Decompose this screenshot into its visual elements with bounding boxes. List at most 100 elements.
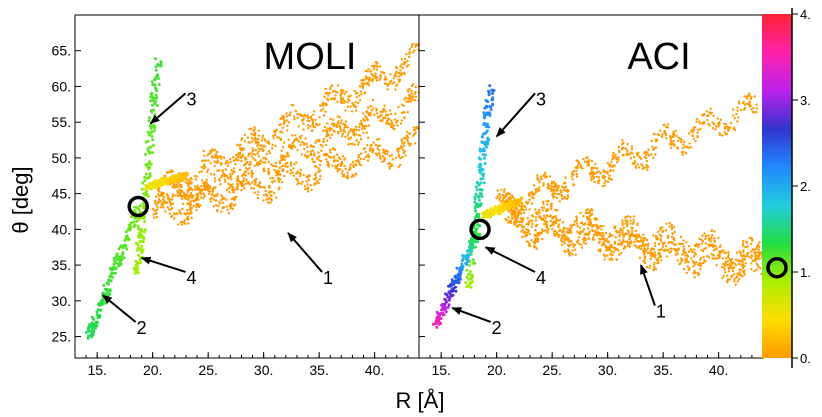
data-point <box>236 185 239 188</box>
data-point <box>364 150 367 154</box>
data-point <box>525 231 528 234</box>
data-point <box>231 172 234 175</box>
data-point <box>237 159 240 162</box>
data-point <box>534 228 537 232</box>
data-point <box>564 235 567 238</box>
data-point <box>643 247 646 251</box>
data-point <box>172 179 176 183</box>
data-point <box>141 181 145 185</box>
data-point <box>159 200 163 203</box>
data-point <box>130 221 133 225</box>
data-point <box>127 238 131 241</box>
data-point <box>295 161 298 164</box>
data-point <box>306 124 310 127</box>
data-point <box>165 171 169 174</box>
data-point <box>260 147 264 150</box>
data-point <box>636 235 640 238</box>
data-point <box>754 247 757 251</box>
data-point <box>224 162 227 165</box>
data-point <box>653 244 657 248</box>
data-point <box>153 113 157 117</box>
data-point <box>347 143 350 146</box>
data-point <box>176 190 179 193</box>
data-point <box>314 141 317 144</box>
data-point <box>393 81 396 84</box>
data-point <box>216 209 219 213</box>
data-point <box>471 245 475 249</box>
data-point <box>759 267 762 270</box>
data-point <box>212 186 215 190</box>
data-point <box>510 214 514 217</box>
data-point <box>469 277 473 281</box>
data-point <box>295 137 298 140</box>
data-point <box>326 127 329 130</box>
data-point <box>176 194 179 197</box>
data-point <box>331 164 334 167</box>
annotation-arrow <box>140 256 186 273</box>
data-point <box>602 177 606 180</box>
data-point <box>714 244 717 248</box>
data-point <box>514 219 517 222</box>
data-point <box>447 284 451 288</box>
data-point <box>227 182 230 185</box>
data-point <box>731 114 735 117</box>
data-point <box>266 170 270 173</box>
data-point <box>367 155 370 158</box>
data-point <box>271 177 275 180</box>
data-point <box>628 153 631 156</box>
data-point <box>582 241 585 244</box>
data-point <box>274 161 278 165</box>
data-point <box>238 168 242 172</box>
data-point <box>247 154 250 157</box>
data-point <box>398 75 401 78</box>
data-point <box>561 221 565 224</box>
data-point <box>335 123 338 127</box>
data-point <box>150 80 154 84</box>
data-point <box>349 163 352 166</box>
data-point <box>105 281 109 285</box>
data-point <box>369 69 373 73</box>
data-point <box>171 185 175 188</box>
data-point <box>305 180 308 183</box>
data-point <box>287 144 291 148</box>
data-point <box>621 221 624 224</box>
data-point <box>557 233 561 237</box>
data-point <box>325 103 328 107</box>
data-point <box>533 244 536 247</box>
data-point <box>127 226 131 230</box>
data-point <box>724 271 727 274</box>
data-point <box>546 203 549 206</box>
data-point <box>606 254 609 257</box>
data-point <box>553 195 556 199</box>
data-point <box>294 109 297 113</box>
data-point <box>542 174 545 177</box>
data-point <box>538 186 541 189</box>
data-point <box>394 112 397 115</box>
data-point <box>406 130 409 133</box>
data-point <box>203 193 206 197</box>
data-point <box>243 170 247 174</box>
data-point <box>624 147 628 150</box>
data-point <box>349 94 352 98</box>
data-point <box>588 212 591 215</box>
data-point <box>307 116 310 119</box>
data-point <box>734 283 737 286</box>
data-point <box>396 124 399 127</box>
data-point <box>202 159 205 162</box>
data-point <box>336 84 340 87</box>
data-point <box>582 157 585 161</box>
data-point <box>195 175 198 178</box>
data-point <box>389 112 393 116</box>
data-point <box>249 127 253 130</box>
data-point <box>364 69 368 73</box>
data-point <box>514 215 517 218</box>
data-point <box>256 138 260 141</box>
data-point <box>248 183 252 186</box>
data-point <box>744 255 747 258</box>
data-point <box>551 223 554 226</box>
data-point <box>561 197 564 201</box>
data-point <box>215 204 218 207</box>
data-point <box>341 162 344 165</box>
data-point <box>341 155 345 158</box>
data-point <box>253 183 256 186</box>
